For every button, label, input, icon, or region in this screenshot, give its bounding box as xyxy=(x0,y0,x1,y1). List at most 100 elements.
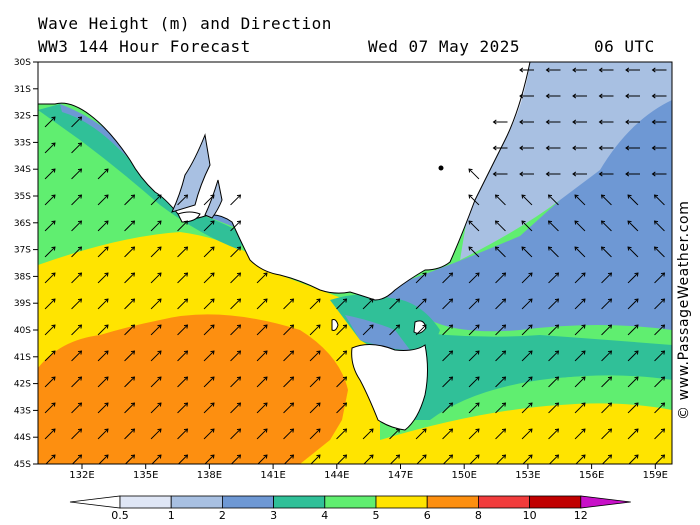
wave-arrow xyxy=(283,454,294,464)
wave-arrow xyxy=(44,324,56,336)
wave-arrow xyxy=(575,454,586,464)
wave-arrow xyxy=(363,454,374,464)
forecast-label: WW3 144 Hour Forecast xyxy=(38,37,251,56)
wave-arrow xyxy=(416,454,427,464)
wave-arrow xyxy=(362,298,374,310)
wave-arrow xyxy=(177,194,188,206)
wave-arrow xyxy=(468,194,480,206)
legend-swatch xyxy=(324,495,377,509)
lon-label: 135E xyxy=(133,470,158,481)
wave-arrow xyxy=(230,324,241,336)
wave-arrow xyxy=(627,324,639,336)
wave-arrow xyxy=(627,246,639,258)
wave-arrow xyxy=(97,350,109,362)
wave-arrow xyxy=(150,402,162,414)
wave-arrow xyxy=(71,116,82,128)
wave-arrow xyxy=(203,246,215,258)
wave-arrow xyxy=(71,324,82,336)
map-area xyxy=(38,62,672,464)
wave-arrow xyxy=(495,220,506,232)
wave-arrow xyxy=(283,402,294,414)
wave-arrow xyxy=(628,454,639,464)
wave-arrow xyxy=(124,454,135,464)
lon-label: 144E xyxy=(324,470,349,481)
lat-label: 32S xyxy=(14,112,31,122)
wave-arrow xyxy=(442,376,453,388)
wave-arrow xyxy=(203,350,215,362)
wave-arrow xyxy=(177,376,188,388)
wave-arrow xyxy=(468,350,480,362)
wave-arrow xyxy=(574,298,586,310)
wave-arrow xyxy=(336,454,347,464)
wave-arrow xyxy=(336,324,347,336)
wave-arrow xyxy=(548,298,559,310)
wave-direction-arrows xyxy=(44,67,667,464)
wave-arrow xyxy=(574,402,586,414)
wave-arrow xyxy=(44,194,56,206)
legend-swatch xyxy=(273,495,326,509)
wave-arrow xyxy=(230,246,241,258)
wave-arrow xyxy=(71,376,82,388)
wave-arrow xyxy=(44,298,56,310)
wave-arrow xyxy=(654,298,665,310)
wave-arrow xyxy=(495,402,506,414)
wave-arrow xyxy=(124,272,135,284)
wave-arrow xyxy=(44,402,56,414)
wave-arrow xyxy=(230,298,241,310)
wave-arrow xyxy=(521,272,533,284)
wave-arrow xyxy=(150,220,162,232)
legend: 0.5 1 2 3 4 5 6 8 10 12 xyxy=(69,495,631,522)
wave-arrow xyxy=(257,454,268,464)
wave-arrow xyxy=(495,298,506,310)
wave-arrow xyxy=(124,376,135,388)
wave-arrow xyxy=(336,298,347,310)
lat-label: 39S xyxy=(14,299,31,309)
wave-arrow xyxy=(97,168,109,180)
wave-arrow xyxy=(521,376,533,388)
lat-label: 33S xyxy=(14,138,31,148)
land-tasmania xyxy=(351,344,428,431)
wave-arrow xyxy=(654,246,665,258)
wave-arrow xyxy=(495,194,506,206)
wave-arrow xyxy=(71,168,82,180)
wave-arrow xyxy=(283,428,294,440)
wave-arrow xyxy=(601,246,612,258)
legend-label: 2 xyxy=(219,509,226,522)
wave-arrow xyxy=(468,402,480,414)
wave-arrow xyxy=(468,298,480,310)
wave-arrow xyxy=(521,298,533,310)
wave-arrow xyxy=(44,246,56,258)
wave-arrow xyxy=(442,298,453,310)
wave-arrow xyxy=(124,298,135,310)
wave-arrow xyxy=(150,194,162,206)
wave-arrow xyxy=(230,220,241,232)
wave-arrow xyxy=(468,272,480,284)
wave-arrow xyxy=(336,402,347,414)
wave-arrow xyxy=(97,428,109,440)
wave-arrow xyxy=(601,402,612,414)
wave-arrow xyxy=(415,272,427,284)
wave-arrow xyxy=(44,142,56,154)
flinders-island xyxy=(413,320,427,334)
wave-arrow xyxy=(627,298,639,310)
wave-arrow xyxy=(468,428,480,440)
wave-arrow xyxy=(601,428,612,440)
wave-arrow xyxy=(627,272,639,284)
wave-arrow xyxy=(468,168,480,180)
wave-arrow xyxy=(548,324,559,336)
legend-swatch xyxy=(170,495,223,509)
wave-arrow xyxy=(574,220,586,232)
chart-title: Wave Height (m) and Direction xyxy=(38,14,332,33)
lat-label: 41S xyxy=(14,353,31,363)
wave-arrow xyxy=(283,324,294,336)
wave-arrow xyxy=(654,402,665,414)
wave-arrow xyxy=(574,350,586,362)
wave-arrow xyxy=(389,298,400,310)
wave-arrow xyxy=(601,376,612,388)
wave-arrow xyxy=(495,454,506,464)
wave-arrow xyxy=(71,272,82,284)
wave-arrow xyxy=(442,324,453,336)
wave-arrow xyxy=(574,428,586,440)
wave-arrow xyxy=(230,272,241,284)
